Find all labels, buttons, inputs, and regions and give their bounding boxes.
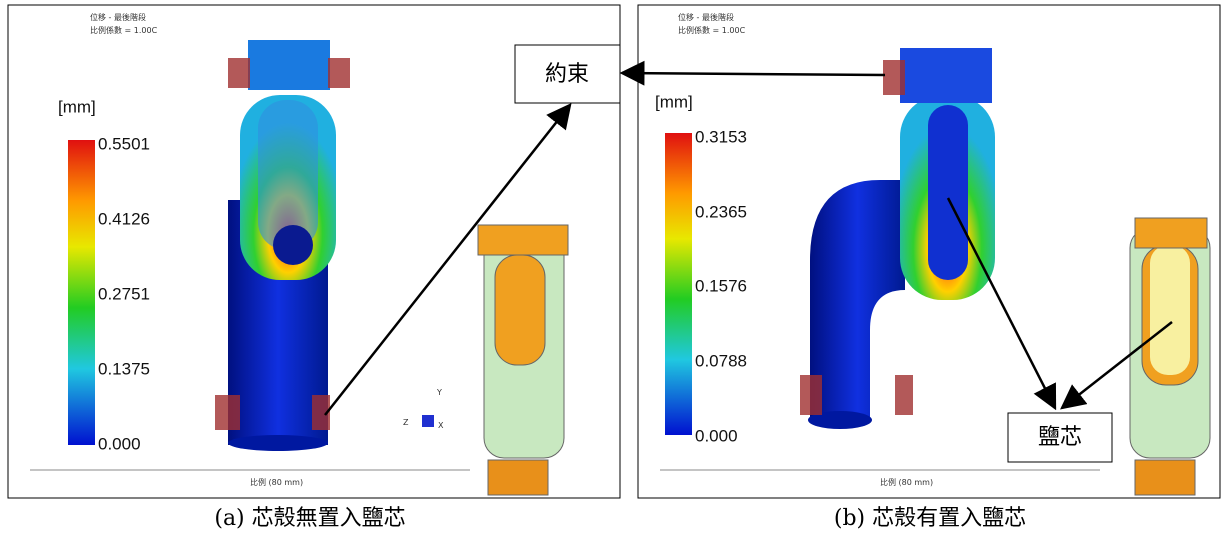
- legend-label: 0.1576: [695, 276, 747, 295]
- callout: 鹽芯: [1038, 425, 1082, 450]
- axis-label: Y: [436, 388, 442, 397]
- axis-label: Z: [403, 418, 409, 427]
- header-line: 位移 - 最後階段: [90, 12, 146, 22]
- figure: 位移 - 最後階段 比例係數 = 1.00C [mm] 0.5501 0.412…: [0, 0, 1222, 538]
- axis-label: X: [438, 421, 444, 430]
- legend-label: 0.4126: [98, 209, 150, 228]
- caption: (a) 芯殼無置入鹽芯: [214, 506, 405, 531]
- legend-label: 0.000: [695, 426, 738, 445]
- unit: [mm]: [58, 97, 96, 116]
- header-line: 位移 - 最後階段: [678, 12, 734, 22]
- legend-label: 0.1375: [98, 359, 150, 378]
- legend-label: 0.2365: [695, 202, 747, 221]
- unit: [mm]: [655, 92, 693, 111]
- scale-label: 比例 (80 mm): [880, 477, 933, 487]
- color-bar: [68, 140, 95, 445]
- header-line: 比例係數 = 1.00C: [678, 25, 746, 35]
- legend-label: 0.2751: [98, 284, 150, 303]
- header-line: 比例係數 = 1.00C: [90, 25, 158, 35]
- legend-label: 0.0788: [695, 351, 747, 370]
- legend-label: 0.000: [98, 434, 141, 453]
- panel-b: 位移 - 最後階段 比例係數 = 1.00C [mm] 0.3153 0.236…: [638, 5, 1220, 498]
- legend-label: 0.3153: [695, 127, 747, 146]
- caption: (b) 芯殼有置入鹽芯: [834, 506, 1026, 531]
- legend-label: 0.5501: [98, 134, 150, 153]
- scale-label: 比例 (80 mm): [250, 477, 303, 487]
- callout: 約束: [545, 62, 589, 87]
- color-bar: [665, 133, 692, 435]
